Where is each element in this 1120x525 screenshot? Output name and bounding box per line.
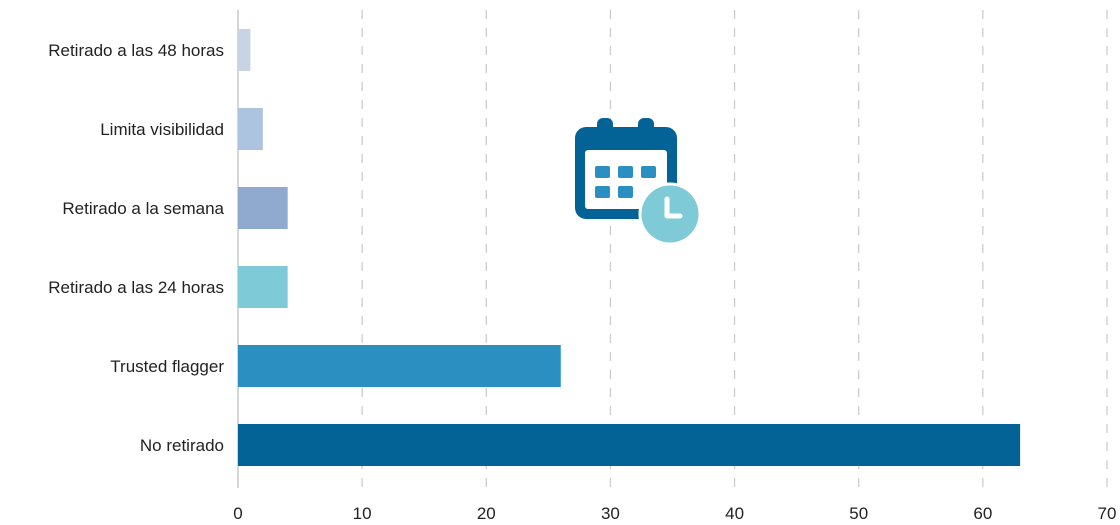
calendar-day: [641, 166, 656, 178]
bar: [238, 266, 288, 308]
calendar-day: [595, 166, 610, 178]
x-tick-label: 40: [725, 504, 744, 523]
x-tick-label: 30: [601, 504, 620, 523]
x-tick-label: 10: [353, 504, 372, 523]
calendar-day: [618, 166, 633, 178]
clock-hands: [664, 196, 683, 219]
category-label: No retirado: [140, 436, 224, 455]
calendar-day: [595, 186, 610, 198]
calendar-ring-left: [597, 118, 613, 138]
category-labels: Retirado a las 48 horas Limita visibilida…: [48, 41, 224, 455]
x-tick-label: 50: [849, 504, 868, 523]
bar: [238, 108, 263, 150]
category-label: Limita visibilidad: [100, 120, 224, 139]
category-label: Retirado a las 48 horas: [48, 41, 224, 60]
bar: [238, 187, 288, 229]
x-tick-label: 60: [973, 504, 992, 523]
calendar-day: [618, 186, 633, 198]
category-label: Trusted flagger: [110, 357, 224, 376]
calendar-clock-icon: [575, 118, 702, 246]
category-label: Retirado a la semana: [62, 199, 224, 218]
bar: [238, 345, 561, 387]
calendar-ring-right: [638, 118, 654, 138]
bars: [238, 29, 1021, 466]
x-tick-label: 70: [1098, 504, 1117, 523]
category-label: Retirado a las 24 horas: [48, 278, 224, 297]
bar: [238, 424, 1021, 466]
grid-lines: [361, 10, 1108, 488]
bar: [238, 29, 251, 71]
x-tick-labels: 0 10 20 30 40 50 60 70: [233, 504, 1116, 523]
x-tick-label: 20: [477, 504, 496, 523]
x-tick-label: 0: [233, 504, 242, 523]
